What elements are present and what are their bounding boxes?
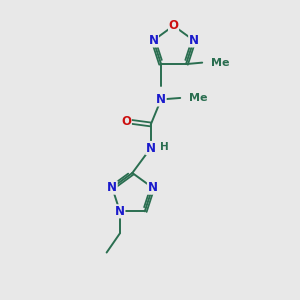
Text: N: N [107,181,117,194]
Text: H: H [160,142,168,152]
Text: O: O [169,19,178,32]
Text: N: N [146,142,156,154]
Text: Me: Me [189,93,208,103]
Text: N: N [115,205,125,218]
Text: Me: Me [211,58,230,68]
Text: N: N [148,181,158,194]
Text: N: N [148,34,158,47]
Text: N: N [156,93,166,106]
Text: O: O [122,115,131,128]
Text: N: N [189,34,199,47]
